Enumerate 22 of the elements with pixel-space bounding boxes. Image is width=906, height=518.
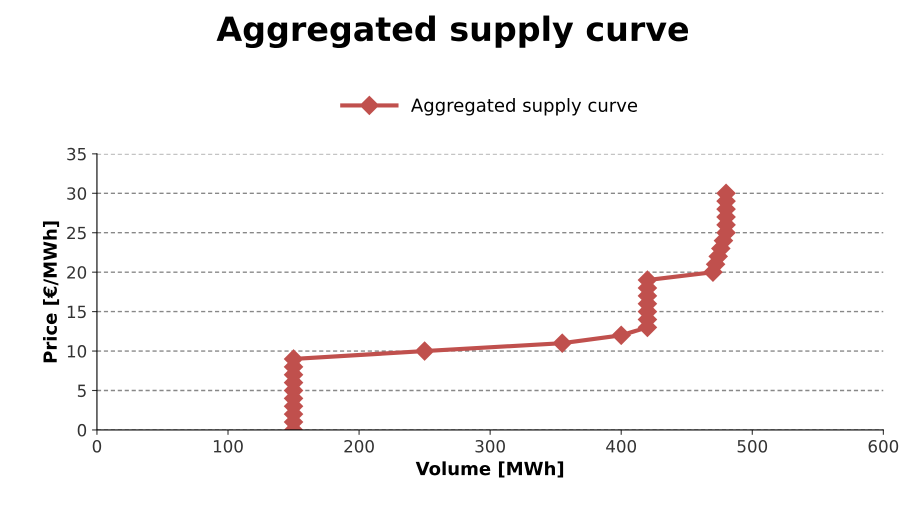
y-tick-label: 5 bbox=[78, 384, 86, 398]
y-tick-label: 0 bbox=[78, 424, 86, 437]
y-tick-label: 15 bbox=[68, 306, 86, 318]
y-tick-label: 20 bbox=[67, 266, 86, 279]
x-tick-label: 400 bbox=[606, 440, 636, 453]
x-tick-label: 300 bbox=[476, 440, 505, 453]
y-tick-label: 25 bbox=[67, 226, 86, 240]
x-tick-label: 0 bbox=[92, 440, 102, 453]
y-axis-title: Price [€/MWh] bbox=[42, 221, 60, 362]
x-tick-label: 200 bbox=[344, 440, 374, 453]
x-tick-label: 100 bbox=[214, 440, 243, 453]
chart-title: Aggregated supply curve bbox=[216, 16, 688, 48]
point bbox=[552, 334, 572, 353]
point bbox=[612, 326, 631, 345]
x-tick-label: 500 bbox=[738, 440, 768, 453]
y-tick-label: 30 bbox=[67, 187, 86, 200]
x-axis-title: Volume [MWh] bbox=[416, 461, 564, 478]
point bbox=[415, 342, 434, 361]
y-tick-label: 10 bbox=[68, 345, 86, 358]
y-tick-label: 35 bbox=[67, 148, 86, 160]
x-tick-label: 600 bbox=[868, 440, 898, 453]
legend-label: Aggregated supply curve bbox=[411, 98, 638, 116]
